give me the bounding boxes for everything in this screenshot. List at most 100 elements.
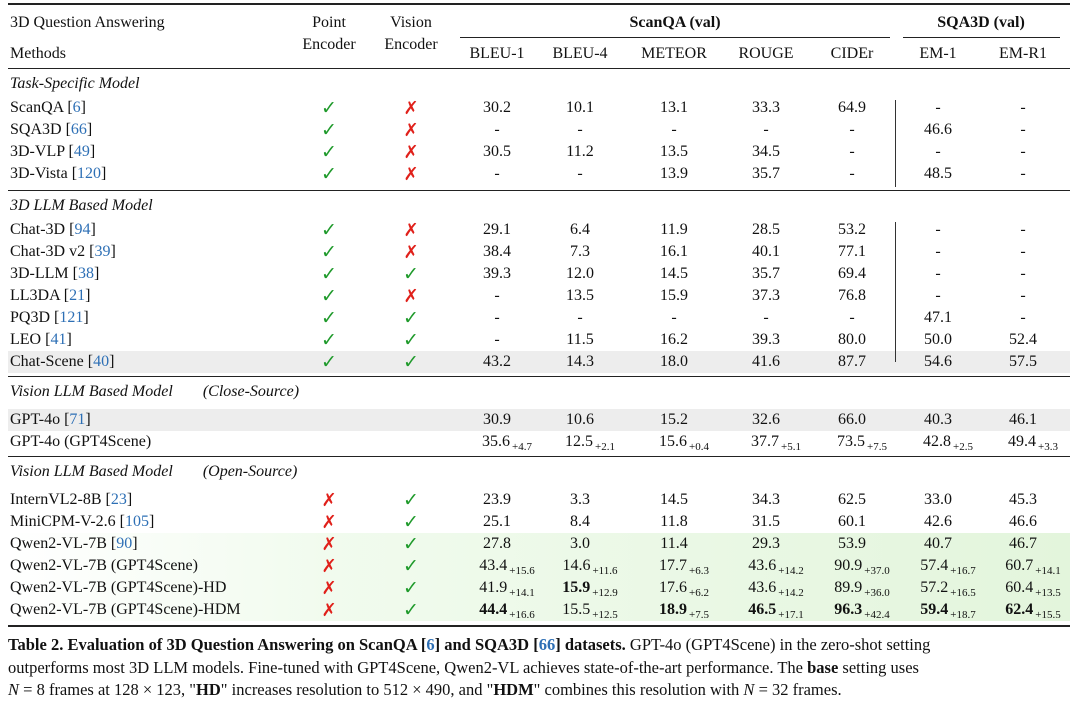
metric-value: 48.5 — [890, 163, 986, 185]
metric-number: 53.2 — [838, 221, 866, 238]
metric-number: - — [577, 165, 583, 182]
metric-value: - — [975, 285, 1071, 307]
metric-value: 3.3 — [532, 489, 628, 511]
citation-link[interactable]: 49 — [73, 143, 90, 160]
citation-link[interactable]: 90 — [116, 535, 133, 552]
metric-number: 40.3 — [924, 411, 952, 428]
check-icon: ✓ — [321, 285, 337, 307]
metric-number: - — [935, 265, 941, 282]
metric-number: - — [763, 309, 769, 326]
metric-value: 25.1 — [449, 511, 545, 533]
metric-number: 35.6 — [482, 433, 511, 450]
caption-ref[interactable]: 66 — [538, 635, 556, 654]
top-rule — [8, 3, 1070, 5]
check-icon: ✓ — [321, 241, 337, 263]
metric-number: 11.4 — [660, 535, 688, 552]
metric-value: - — [804, 119, 900, 141]
citation-link[interactable]: 105 — [124, 513, 149, 530]
metric-number: 47.1 — [924, 309, 952, 326]
method-label: 3D-VLP [ — [10, 143, 74, 160]
metric-value: 13.5 — [532, 285, 628, 307]
metric-value: 13.9 — [626, 163, 722, 185]
metric-number: - — [935, 287, 941, 304]
metric-value: - — [890, 285, 986, 307]
citation-link[interactable]: 21 — [69, 287, 86, 304]
metric-number: - — [849, 121, 855, 138]
section-rule — [8, 376, 1070, 377]
cross-icon: ✗ — [321, 533, 337, 554]
citation-link[interactable]: 121 — [59, 309, 84, 326]
metric-value: 30.9 — [449, 409, 545, 431]
metric-value: 15.6 +0.4 — [636, 431, 732, 453]
metric-value: 11.5 — [532, 329, 628, 351]
method-label: GPT-4o [ — [10, 411, 70, 428]
metric-value: 3.0 — [532, 533, 628, 555]
citation-link[interactable]: 40 — [93, 353, 110, 370]
metric-value: 57.5 — [975, 351, 1071, 373]
metric-value: - — [890, 219, 986, 241]
metric-value: 50.0 — [890, 329, 986, 351]
metric-number: 41.6 — [752, 353, 780, 370]
citation-link[interactable]: 39 — [94, 243, 111, 260]
method-label: PQ3D [ — [10, 309, 60, 326]
metric-value: 18.9 +7.5 — [636, 599, 732, 621]
caption-ref[interactable]: 6 — [426, 635, 435, 654]
table-row: LEO [41] ✓ ✓ - 11.5 16.2 39.3 80.0 50.0 52.4 — [8, 329, 1070, 351]
citation-link[interactable]: 41 — [50, 331, 67, 348]
metric-value: 62.4 +15.5 — [985, 599, 1080, 621]
metric-number: - — [494, 165, 500, 182]
metric-value: 37.7 +5.1 — [728, 431, 824, 453]
method-name: LEO [41] — [10, 329, 310, 351]
metric-value: 42.8 +2.5 — [900, 431, 996, 453]
metric-number: 43.4 — [479, 557, 508, 574]
metric-value: 40.3 — [890, 409, 986, 431]
metric-value: 29.1 — [449, 219, 545, 241]
method-label: ] — [83, 309, 89, 326]
metric-number: 14.5 — [660, 491, 688, 508]
metric-number: 13.5 — [660, 143, 688, 160]
method-label: MiniCPM-V-2.6 [ — [10, 513, 125, 530]
metric-delta: +15.6 — [509, 565, 535, 577]
metric-number: 96.3 — [834, 601, 863, 618]
metric-header-rouge: ROUGE — [738, 45, 794, 62]
caption-label: Table 2. — [8, 635, 64, 654]
citation-link[interactable]: 6 — [72, 99, 81, 116]
metric-number: - — [1020, 265, 1026, 282]
bottom-rule — [8, 625, 1070, 627]
metric-number: 13.1 — [660, 99, 688, 116]
metric-number: 87.7 — [838, 353, 866, 370]
metric-value: - — [449, 163, 545, 185]
metric-value: 42.6 — [890, 511, 986, 533]
metric-number: 37.7 — [751, 433, 780, 450]
metric-number: 80.0 — [838, 331, 866, 348]
metric-number: 76.8 — [838, 287, 866, 304]
metric-delta: +14.2 — [778, 565, 804, 577]
metric-value: 44.4 +16.6 — [459, 599, 555, 621]
metric-value: 30.5 — [449, 141, 545, 163]
metric-number: - — [1020, 221, 1026, 238]
metric-value: 90.9 +37.0 — [814, 555, 910, 577]
table-row: Chat-3D v2 [39] ✓ ✗ 38.4 7.3 16.1 40.1 77.1 - - — [8, 241, 1070, 263]
metric-number: 28.5 — [752, 221, 780, 238]
metric-value: - — [890, 97, 986, 119]
method-label: ] — [101, 165, 107, 182]
metric-value: 11.8 — [626, 511, 722, 533]
metric-value: 69.4 — [804, 263, 900, 285]
citation-link[interactable]: 71 — [69, 411, 86, 428]
cross-icon: ✗ — [403, 163, 419, 184]
metric-number: 60.4 — [1005, 579, 1034, 596]
citation-link[interactable]: 94 — [74, 221, 91, 238]
point-encoder-header: Point Encoder — [302, 14, 356, 53]
metric-value: - — [532, 163, 628, 185]
citation-link[interactable]: 23 — [110, 491, 127, 508]
metric-number: 46.7 — [1009, 535, 1037, 552]
metric-value: 54.6 — [890, 351, 986, 373]
metric-number: - — [494, 121, 500, 138]
cross-icon: ✗ — [403, 97, 419, 118]
table-row: 3D-VLP [49] ✓ ✗ 30.5 11.2 13.5 34.5 - - - — [8, 141, 1070, 163]
citation-link[interactable]: 66 — [70, 121, 87, 138]
metric-value: 73.5 +7.5 — [814, 431, 910, 453]
citation-link[interactable]: 120 — [77, 165, 102, 182]
caption-title: Evaluation of 3D Question Answering on S… — [67, 635, 626, 654]
citation-link[interactable]: 38 — [77, 265, 94, 282]
